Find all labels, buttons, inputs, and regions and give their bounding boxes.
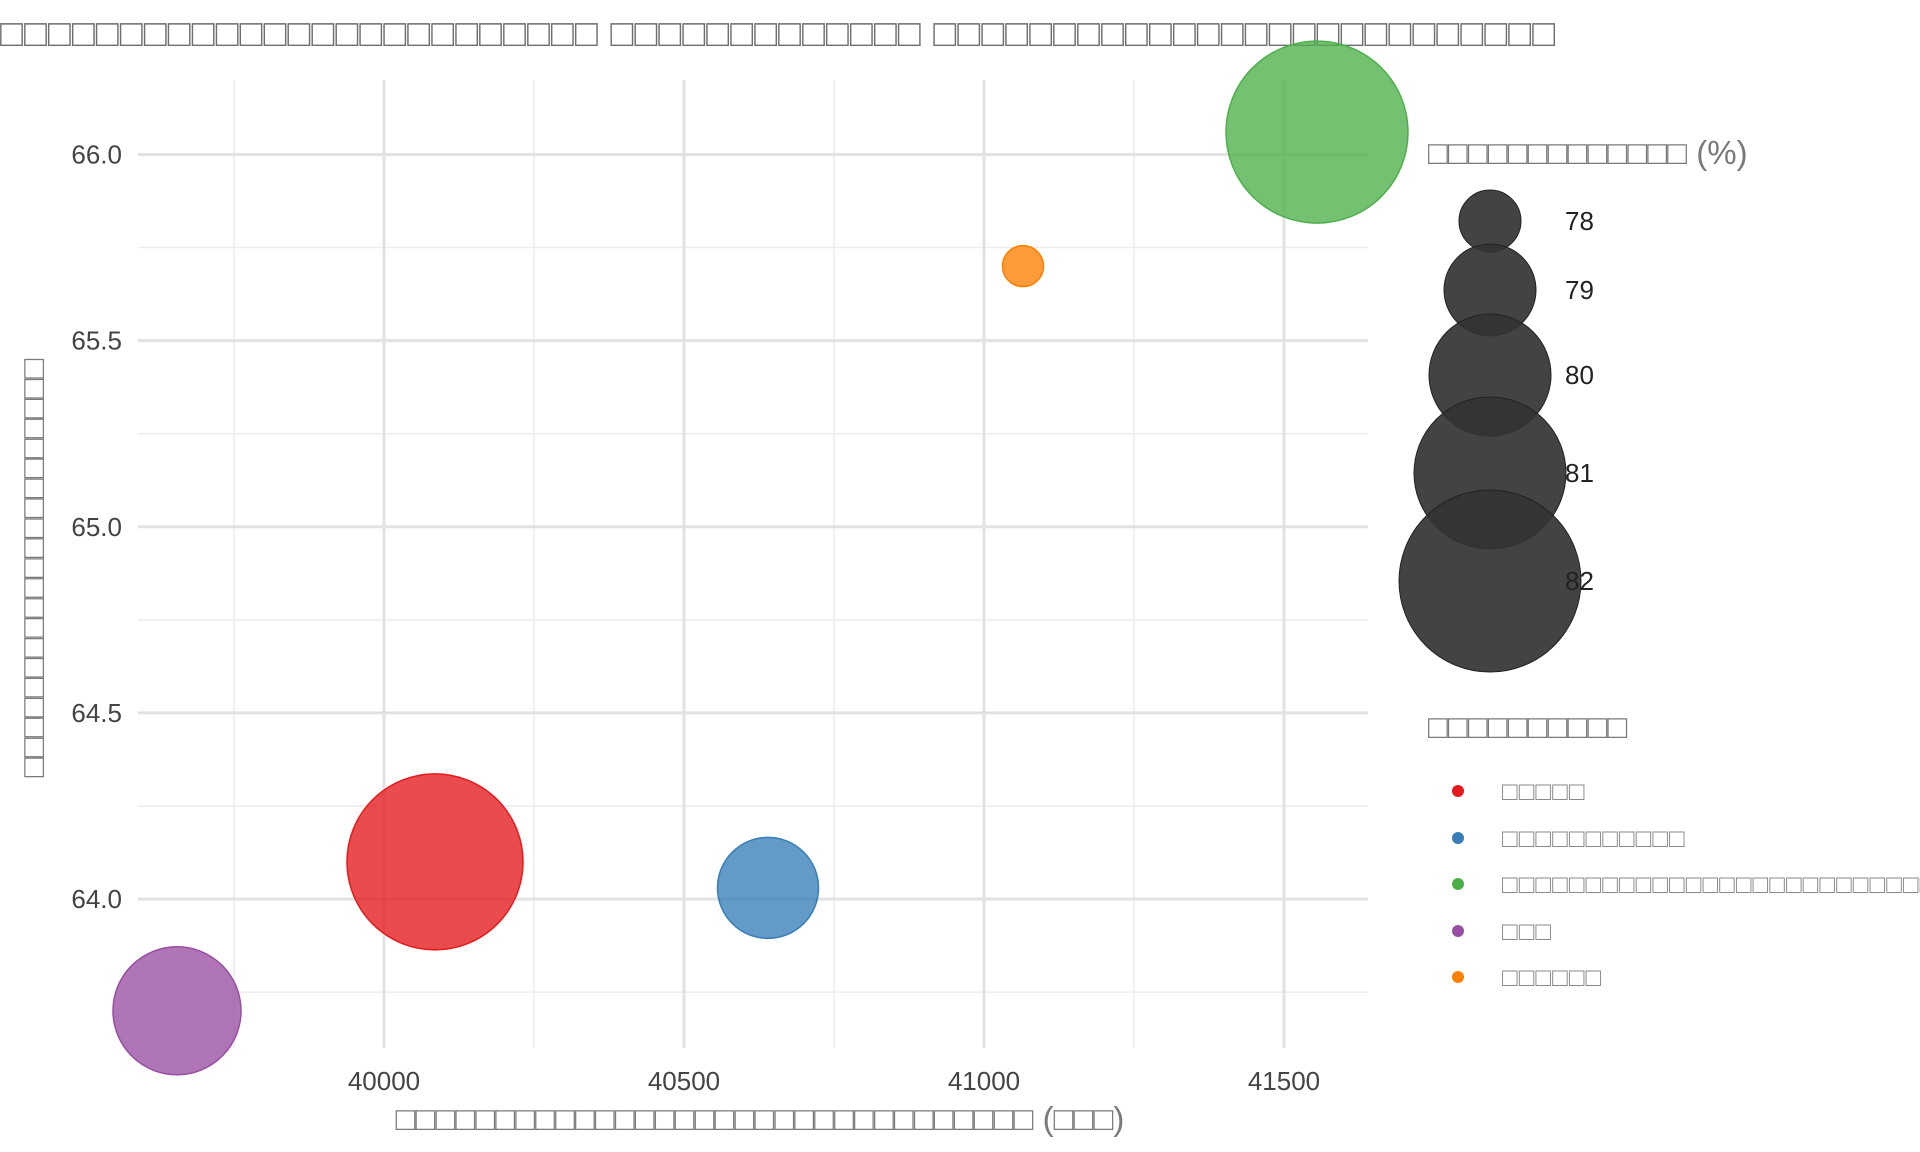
x-tick-label: 40000	[348, 1066, 420, 1096]
color-legend-label: □□□□□□	[1502, 962, 1602, 992]
size-legend-label: 81	[1565, 458, 1594, 488]
color-legend-swatch	[1452, 971, 1464, 983]
data-point	[1225, 40, 1409, 224]
y-tick-label: 64.0	[71, 884, 122, 914]
color-legend: □□□□□□□□□□ □□□□□□□□□□□□□□□□□□□□□□□□□□□□□…	[1428, 708, 1920, 992]
y-axis-title: □□□□□□□□□□□□□□□□□□□□□	[14, 359, 51, 778]
data-point	[716, 836, 820, 940]
y-tick-label: 65.5	[71, 326, 122, 356]
data-point	[346, 773, 524, 951]
y-tick-label: 66.0	[71, 139, 122, 169]
color-legend-swatch	[1452, 878, 1464, 890]
data-point	[1001, 244, 1045, 288]
size-legend-label: 78	[1565, 206, 1594, 236]
color-legend-swatch	[1452, 832, 1464, 844]
x-tick-label: 40500	[648, 1066, 720, 1096]
color-legend-label: □□□□□□□□□□□□□□□□□□□□□□□□□□□	[1502, 869, 1920, 899]
size-legend-circle	[1398, 489, 1582, 673]
size-legend-label: 82	[1565, 566, 1594, 596]
color-legend-label: □□□□□□□□□□□	[1502, 823, 1686, 853]
color-legend-swatch	[1452, 925, 1464, 937]
y-tick-label: 65.0	[71, 512, 122, 542]
size-legend-title: □□□□□□□□□□□□□ (%)	[1428, 134, 1748, 171]
color-legend-title: □□□□□□□□□□	[1428, 708, 1627, 745]
color-legend-swatch	[1452, 785, 1464, 797]
x-tick-label: 41500	[1248, 1066, 1320, 1096]
y-axis-ticks: 64.0 64.5 65.0 65.5 66.0	[71, 139, 122, 914]
color-legend-label: □□□□□	[1502, 776, 1586, 806]
size-legend-label: 80	[1565, 360, 1594, 390]
x-tick-label: 41000	[948, 1066, 1020, 1096]
x-axis-ticks: 40000 40500 41000 41500	[348, 1066, 1320, 1096]
y-tick-label: 64.5	[71, 698, 122, 728]
color-legend-label: □□□	[1502, 916, 1552, 946]
size-legend-label: 79	[1565, 275, 1594, 305]
size-legend-circle	[1458, 189, 1522, 253]
x-axis-title: □□□□□□□□□□□□□□□□□□□□□□□□□□□□□□□□ (□□□)	[396, 1100, 1125, 1137]
size-legend: □□□□□□□□□□□□□ (%) 78 79 80 81 82	[1398, 134, 1748, 673]
data-point	[112, 946, 242, 1076]
data-points	[112, 40, 1409, 1076]
